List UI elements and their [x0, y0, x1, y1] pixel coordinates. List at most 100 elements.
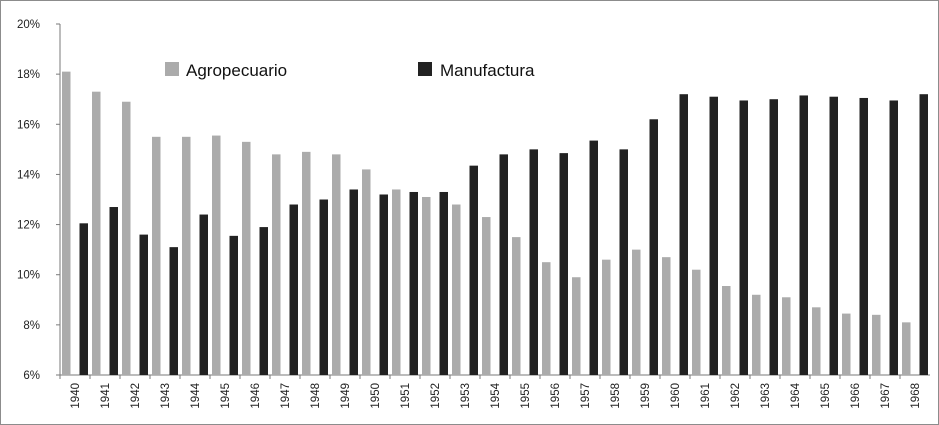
bar-manufactura-1958 — [619, 149, 628, 375]
bar-agropecuario-1947 — [272, 154, 281, 375]
x-tick-label: 1945 — [220, 383, 232, 409]
bar-manufactura-1943 — [169, 247, 178, 375]
x-tick-label: 1949 — [340, 383, 352, 409]
x-tick-label: 1941 — [100, 383, 112, 409]
x-tick-label: 1943 — [160, 383, 172, 409]
x-tick-label: 1944 — [190, 382, 202, 408]
bar-agropecuario-1955 — [512, 237, 521, 375]
bar-agropecuario-1966 — [842, 313, 851, 375]
y-tick-label: 12% — [17, 220, 40, 232]
legend-label-manufactura: Manufactura — [440, 61, 535, 80]
bar-agropecuario-1967 — [872, 314, 881, 375]
x-tick-label: 1956 — [550, 383, 562, 409]
x-tick-label: 1960 — [670, 383, 682, 409]
y-tick-label: 8% — [23, 320, 40, 332]
bar-agropecuario-1950 — [362, 169, 371, 375]
bar-manufactura-1948 — [319, 199, 328, 375]
bar-manufactura-1950 — [379, 194, 388, 375]
y-tick-label: 6% — [23, 370, 40, 382]
bar-manufactura-1946 — [259, 227, 268, 375]
x-tick-label: 1961 — [700, 383, 712, 409]
bar-agropecuario-1963 — [752, 294, 761, 375]
legend-swatch-agropecuario — [165, 62, 179, 76]
bar-agropecuario-1960 — [662, 257, 671, 375]
bar-manufactura-1968 — [919, 94, 928, 375]
bar-agropecuario-1943 — [152, 136, 161, 375]
bar-manufactura-1956 — [559, 153, 568, 375]
bar-manufactura-1954 — [499, 154, 508, 375]
bar-agropecuario-1951 — [392, 189, 401, 375]
bar-agropecuario-1961 — [692, 269, 701, 375]
y-tick-label: 10% — [17, 270, 40, 282]
x-tick-label: 1963 — [760, 383, 772, 409]
bar-manufactura-1961 — [709, 96, 718, 376]
x-tick-label: 1968 — [910, 383, 922, 409]
bar-manufactura-1942 — [139, 234, 148, 375]
bar-agropecuario-1957 — [572, 277, 581, 375]
bar-manufactura-1957 — [589, 140, 598, 375]
x-tick-label: 1948 — [310, 383, 322, 409]
bar-agropecuario-1946 — [242, 141, 251, 375]
bar-manufactura-1960 — [679, 94, 688, 375]
bar-manufactura-1953 — [469, 165, 478, 375]
x-tick-label: 1951 — [400, 383, 412, 409]
bar-manufactura-1941 — [109, 207, 118, 375]
bar-agropecuario-1959 — [632, 249, 641, 375]
bar-manufactura-1955 — [529, 149, 538, 375]
x-tick-label: 1946 — [250, 383, 262, 409]
y-tick-label: 20% — [17, 19, 40, 31]
bar-agropecuario-1968 — [902, 322, 911, 375]
y-tick-label: 16% — [17, 119, 40, 131]
bar-agropecuario-1964 — [782, 297, 791, 375]
bar-manufactura-1951 — [409, 191, 418, 375]
bar-agropecuario-1948 — [302, 151, 311, 375]
bar-manufactura-1940 — [79, 223, 88, 375]
x-tick-label: 1942 — [130, 383, 142, 409]
x-tick-label: 1940 — [70, 383, 82, 409]
x-tick-label: 1959 — [640, 383, 652, 409]
legend-label-agropecuario: Agropecuario — [186, 61, 287, 80]
bar-manufactura-1967 — [889, 100, 898, 375]
bar-agropecuario-1958 — [602, 259, 611, 375]
bar-manufactura-1949 — [349, 189, 358, 375]
y-tick-label: 14% — [17, 169, 40, 181]
bar-manufactura-1964 — [799, 95, 808, 375]
x-tick-label: 1955 — [520, 383, 532, 409]
bar-agropecuario-1942 — [122, 101, 131, 375]
bar-manufactura-1944 — [199, 214, 208, 375]
bar-agropecuario-1949 — [332, 154, 341, 375]
bar-agropecuario-1945 — [212, 135, 221, 375]
bar-manufactura-1952 — [439, 191, 448, 375]
x-tick-label: 1965 — [820, 383, 832, 409]
x-tick-label: 1967 — [880, 383, 892, 409]
bar-manufactura-1965 — [829, 96, 838, 376]
bar-agropecuario-1954 — [482, 217, 491, 375]
y-axis-ticks: 6% 8% 10% 12% 14% 16% 18% 20% — [17, 19, 60, 382]
bar-manufactura-1962 — [739, 100, 748, 375]
bar-agropecuario-1940 — [62, 71, 71, 375]
x-tick-label: 1966 — [850, 383, 862, 409]
legend-swatch-manufactura — [418, 62, 432, 76]
bar-agropecuario-1952 — [422, 196, 431, 375]
bar-agropecuario-1956 — [542, 262, 551, 375]
x-tick-label: 1947 — [280, 383, 292, 409]
x-tick-label: 1957 — [580, 383, 592, 409]
x-tick-label: 1953 — [460, 383, 472, 409]
x-tick-label: 1950 — [370, 383, 382, 409]
x-tick-label: 1954 — [490, 382, 502, 408]
x-tick-label: 1958 — [610, 383, 622, 409]
bar-agropecuario-1941 — [92, 91, 101, 375]
bar-manufactura-1959 — [649, 119, 658, 376]
x-tick-label: 1964 — [790, 382, 802, 408]
x-axis-ticks: 1940 1941 1942 1943 1944 1945 1946 1947 1948 1949… — [59, 375, 922, 409]
bar-agropecuario-1944 — [182, 136, 191, 375]
bar-manufactura-1963 — [769, 99, 778, 376]
bar-manufactura-1945 — [229, 235, 238, 375]
bars — [62, 71, 928, 376]
x-tick-label: 1962 — [730, 383, 742, 409]
bar-agropecuario-1953 — [452, 204, 461, 375]
bar-agropecuario-1962 — [722, 286, 731, 375]
y-tick-label: 18% — [17, 69, 40, 81]
bar-agropecuario-1965 — [812, 307, 821, 375]
